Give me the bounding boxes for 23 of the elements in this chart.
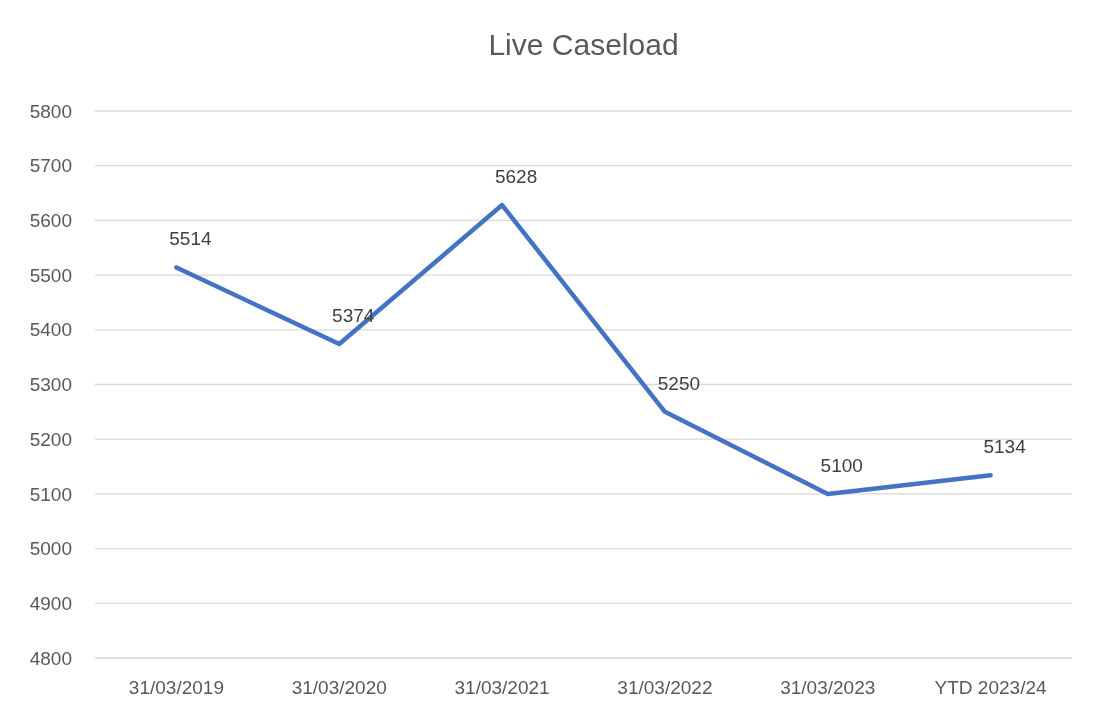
x-tick-label: 31/03/2019 [128, 677, 224, 698]
x-tick-label: 31/03/2021 [454, 677, 550, 698]
y-tick-label: 5300 [29, 374, 72, 396]
data-label: 5250 [657, 372, 701, 394]
y-tick-label: 5200 [29, 428, 72, 450]
y-tick-label: 5100 [29, 483, 72, 505]
y-tick-label: 4900 [29, 592, 72, 614]
data-label: 5514 [169, 228, 212, 250]
x-tick-label: 31/03/2020 [291, 677, 387, 698]
x-tick-label: YTD 2023/24 [934, 677, 1047, 698]
x-tick-label: 31/03/2023 [780, 677, 876, 698]
y-tick-label: 5600 [29, 210, 72, 232]
y-tick-label: 5000 [29, 538, 72, 560]
y-tick-label: 5500 [29, 264, 72, 286]
chart-title: Live Caseload [488, 28, 679, 61]
y-tick-label: 5700 [29, 155, 72, 177]
y-tick-label: 4800 [29, 647, 72, 669]
y-tick-label: 5800 [29, 100, 72, 122]
data-label: 5100 [820, 454, 863, 476]
data-label: 5134 [983, 436, 1027, 458]
data-label: 5628 [494, 166, 538, 188]
x-tick-label: 31/03/2022 [617, 677, 713, 698]
y-tick-label: 5400 [29, 319, 72, 341]
